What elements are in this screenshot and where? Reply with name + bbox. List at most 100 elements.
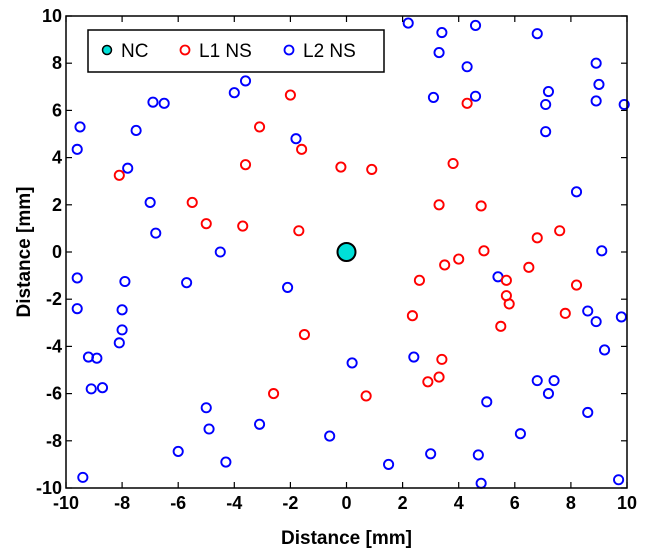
point-l1-ns [298,329,310,341]
point-l2-ns [220,456,232,468]
point-l1-ns [500,274,512,286]
point-l1-ns [495,320,507,332]
x-tick-label: -6 [170,493,186,513]
x-axis-label: Distance [mm] [281,528,412,549]
y-tick-label: 2 [52,195,62,215]
x-tick-label: -4 [226,493,242,513]
point-l2-ns [540,98,552,111]
x-tick-label: 4 [454,493,464,513]
point-l2-ns [540,126,552,138]
point-l2-ns [593,78,605,90]
y-tick-label: 0 [52,242,62,262]
point-l1-ns [237,220,249,232]
point-l2-ns [402,17,414,29]
point-l1-ns [253,121,266,133]
x-tick-label: 8 [566,493,576,513]
point-l1-ns [293,225,305,237]
point-l1-ns [461,97,473,109]
x-tick-label: 10 [617,493,637,513]
point-l2-ns [408,351,420,363]
point-l2-ns [282,281,294,293]
point-l2-ns [615,311,627,323]
point-l2-ns [113,337,125,349]
y-tick-label: -4 [46,336,62,356]
point-l2-ns [71,272,83,284]
point-l2-ns [514,428,526,440]
point-nc [336,242,357,262]
point-l2-ns [433,47,445,59]
point-l1-ns [559,307,571,319]
point-l2-ns [203,423,215,435]
point-l2-ns [548,375,560,387]
point-l2-ns [228,87,240,99]
y-tick-label: 10 [42,6,62,26]
point-l1-ns [433,371,445,383]
point-l2-ns [116,324,128,336]
point-l1-ns [478,245,490,257]
point-l2-ns [71,303,83,315]
point-l2-ns [613,474,625,486]
legend-marker-l1 [179,44,191,56]
point-l2-ns [147,96,159,108]
point-l2-ns [531,28,543,40]
point-l1-ns [475,200,487,212]
point-l1-ns [503,298,515,310]
y-tick-label: -6 [46,384,62,404]
point-l1-ns [296,143,308,155]
point-l2-ns [150,227,162,239]
point-l2-ns [122,162,134,174]
legend-entry-l2: L2 NS [283,41,356,62]
point-l2-ns [91,352,103,364]
point-l2-ns [214,246,226,258]
axis-ticks: -10 -8 -6 -4 -2 0 2 4 6 8 10 -10 -8 -6 -4 -2 0 2 4 6 8 10 [36,6,637,513]
point-l1-ns [523,261,535,273]
point-l1-ns [113,169,125,181]
y-axis-label: Distance [mm] [14,187,35,318]
point-l2-ns [481,396,493,408]
legend-box [87,29,385,73]
x-tick-label: -2 [282,493,298,513]
point-l1-ns [570,279,583,291]
point-l1-ns [413,274,425,286]
point-l1-ns [335,161,347,173]
legend-label-l1: L1 NS [199,41,252,62]
y-tick-label: 8 [52,53,62,73]
point-l2-ns [324,430,336,442]
legend: NC L1 NS L2 NS [87,29,385,73]
point-l1-ns [200,218,212,230]
y-tick-label: -10 [36,478,62,498]
point-l2-ns [542,388,555,400]
point-l1-ns [284,89,296,101]
legend-label-nc: NC [121,41,148,62]
x-tick-label: -10 [53,493,79,513]
point-l1-ns [453,253,465,265]
point-l2-ns [172,445,184,457]
point-l1-ns [239,159,252,171]
point-l2-ns [590,57,602,69]
x-tick-label: -8 [114,493,130,513]
point-l2-ns [239,75,252,87]
point-l1-ns [406,310,418,322]
point-l2-ns [74,121,86,133]
point-l2-ns [461,61,473,73]
y-tick-label: 4 [52,148,62,168]
point-l2-ns [531,375,543,387]
point-l1-ns [554,225,566,237]
legend-marker-l2 [283,44,295,56]
y-tick-label: 6 [52,100,62,120]
point-l2-ns [590,95,602,107]
point-l2-ns [71,143,83,155]
point-l2-ns [582,305,594,317]
point-l2-ns [469,19,482,31]
point-l2-ns [181,277,193,289]
y-tick-label: -2 [46,289,62,309]
point-l2-ns [596,245,608,257]
point-l2-ns [436,26,448,39]
point-l2-ns [383,458,395,470]
point-l2-ns [542,85,555,98]
y-tick-label: -8 [46,431,62,451]
point-l2-ns [144,196,156,208]
point-l2-ns [427,91,440,103]
